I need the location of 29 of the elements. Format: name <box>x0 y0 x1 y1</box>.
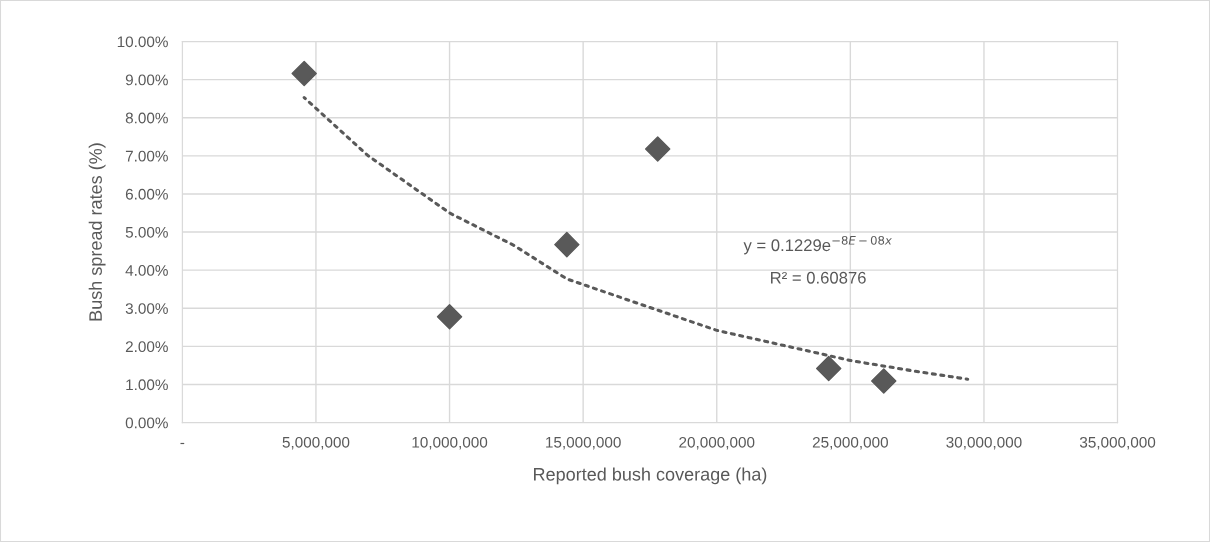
y-tick-label: 8.00% <box>125 112 168 124</box>
y-tick-label: 9.00% <box>125 74 168 86</box>
x-tick-label: 10,000,000 <box>412 436 488 450</box>
annotation: y = 0.1229e$^{−8E−08x}$ <box>743 235 892 255</box>
point <box>644 136 671 162</box>
x-axis-title: Reported bush coverage (ha) <box>534 467 767 485</box>
y-tick-label: 2.00% <box>125 341 168 353</box>
y-tick-label: 7.00% <box>125 150 168 162</box>
x-tick-label: 35,000,000 <box>1079 436 1156 450</box>
x-tick-label: 20,000,000 <box>679 436 755 450</box>
y-tick-label: 4.00% <box>125 265 168 276</box>
point <box>291 60 317 87</box>
y-tick-label: 1.00% <box>126 379 168 391</box>
x-tick-label: 30,000,000 <box>946 436 1022 450</box>
y-tick-label: 10.00% <box>117 36 168 48</box>
point <box>436 303 463 330</box>
y-tick-label: 5.00% <box>125 226 168 238</box>
y-axis-title: Bush spread rates (%) <box>88 143 106 321</box>
x-tick-label: 25,000,000 <box>812 436 888 450</box>
x-tick-label: - <box>180 442 185 445</box>
x-tick-label: 5,000,000 <box>282 436 350 450</box>
point <box>815 355 842 382</box>
y-tick-label: 0.00% <box>125 417 168 429</box>
point <box>554 231 580 258</box>
annotation: R² = 0.60876 <box>771 271 866 284</box>
x-tick-label: 15,000,000 <box>546 436 621 450</box>
y-tick-label: 3.00% <box>125 303 168 314</box>
point <box>871 368 897 394</box>
y-tick-label: 6.00% <box>125 188 168 200</box>
